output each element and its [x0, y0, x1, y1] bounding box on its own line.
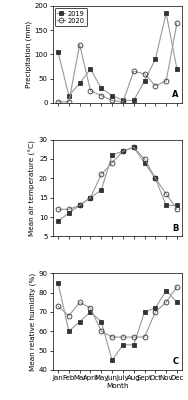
2020 — [79, 300, 81, 305]
2019 — [165, 11, 167, 16]
2020 — [165, 300, 167, 305]
2020 — [100, 93, 102, 98]
2019 — [111, 153, 113, 158]
2019 — [165, 288, 167, 293]
2020 — [68, 207, 70, 212]
2020 — [89, 88, 92, 93]
Y-axis label: Precipitation (mm): Precipitation (mm) — [25, 21, 32, 88]
2019 — [176, 300, 178, 305]
Y-axis label: Mean relative humidity (%): Mean relative humidity (%) — [30, 272, 36, 371]
Line: 2020: 2020 — [56, 20, 179, 104]
2019 — [165, 203, 167, 208]
2020 — [154, 84, 156, 88]
Line: 2020: 2020 — [56, 284, 179, 340]
2020 — [133, 335, 135, 340]
2020 — [79, 203, 81, 208]
2019 — [100, 188, 102, 192]
2020 — [100, 172, 102, 177]
2019 — [122, 98, 124, 103]
2020 — [79, 42, 81, 47]
2020 — [57, 304, 59, 308]
Text: B: B — [172, 224, 178, 232]
2019 — [154, 176, 156, 181]
2020 — [122, 100, 124, 104]
2019 — [133, 145, 135, 150]
2019 — [143, 79, 146, 84]
2019 — [100, 86, 102, 91]
2019 — [133, 98, 135, 103]
2019 — [68, 211, 70, 216]
2019 — [89, 195, 92, 200]
2020 — [143, 71, 146, 76]
2020 — [89, 195, 92, 200]
2019 — [89, 66, 92, 71]
2020 — [176, 284, 178, 289]
2020 — [143, 335, 146, 340]
2019 — [143, 160, 146, 165]
2020 — [154, 176, 156, 181]
X-axis label: Month: Month — [106, 383, 129, 389]
Line: 2020: 2020 — [56, 145, 179, 212]
2019 — [176, 66, 178, 71]
2019 — [154, 306, 156, 310]
2020 — [133, 145, 135, 150]
2020 — [68, 100, 70, 104]
2020 — [133, 69, 135, 74]
Legend: 2019, 2020: 2019, 2020 — [55, 8, 87, 26]
2020 — [165, 192, 167, 196]
Line: 2019: 2019 — [56, 11, 179, 103]
2019 — [100, 319, 102, 324]
Text: C: C — [172, 357, 178, 366]
2020 — [143, 156, 146, 161]
2020 — [57, 100, 59, 104]
2019 — [68, 93, 70, 98]
2020 — [176, 20, 178, 25]
2020 — [111, 335, 113, 340]
2019 — [154, 57, 156, 62]
2019 — [68, 329, 70, 334]
2019 — [122, 342, 124, 347]
Line: 2019: 2019 — [56, 145, 179, 223]
2020 — [111, 98, 113, 103]
2019 — [79, 81, 81, 86]
2019 — [57, 218, 59, 223]
2020 — [111, 160, 113, 165]
2019 — [57, 50, 59, 54]
2019 — [111, 358, 113, 363]
2020 — [122, 149, 124, 154]
2019 — [89, 310, 92, 314]
2019 — [143, 310, 146, 314]
Line: 2019: 2019 — [56, 280, 179, 363]
2020 — [89, 306, 92, 310]
Text: A: A — [172, 90, 178, 99]
2020 — [165, 79, 167, 84]
2020 — [68, 313, 70, 318]
2020 — [100, 329, 102, 334]
2019 — [79, 319, 81, 324]
2020 — [57, 207, 59, 212]
2019 — [79, 203, 81, 208]
Y-axis label: Mean air temperature (°C): Mean air temperature (°C) — [29, 140, 36, 236]
2019 — [57, 280, 59, 285]
2019 — [111, 93, 113, 98]
2020 — [122, 335, 124, 340]
2020 — [176, 207, 178, 212]
2020 — [154, 310, 156, 314]
2019 — [176, 203, 178, 208]
2019 — [133, 342, 135, 347]
2019 — [122, 149, 124, 154]
